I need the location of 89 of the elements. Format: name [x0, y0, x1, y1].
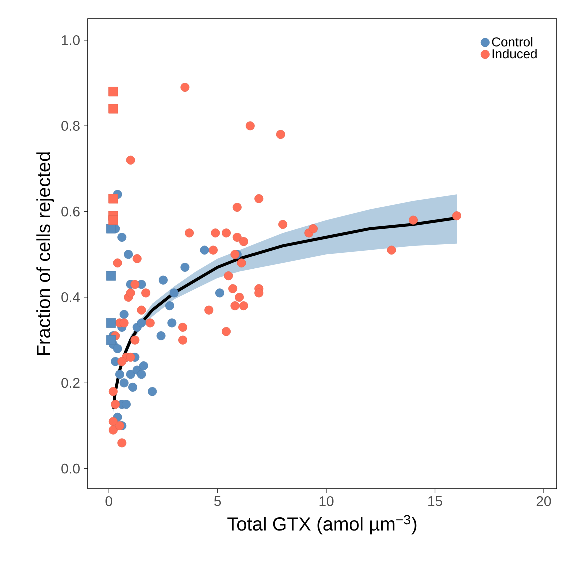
- point: [208, 246, 218, 255]
- point: [108, 387, 118, 396]
- x-tick-label: 20: [536, 496, 552, 506]
- point: [108, 104, 118, 114]
- legend-label: Control: [492, 37, 533, 47]
- point: [168, 318, 177, 328]
- point: [118, 233, 127, 242]
- point: [108, 194, 118, 204]
- y-tick-label: 0.0: [62, 464, 80, 474]
- point: [254, 288, 264, 298]
- point: [120, 378, 129, 388]
- point: [178, 336, 188, 345]
- point: [232, 203, 242, 212]
- point: [222, 327, 231, 336]
- point: [126, 156, 136, 165]
- point: [130, 280, 140, 290]
- point: [254, 194, 264, 204]
- point: [158, 276, 168, 285]
- point: [200, 246, 210, 255]
- legend-label: Induced: [492, 49, 537, 59]
- y-tick-label: 0.2: [62, 378, 80, 388]
- point: [108, 426, 118, 435]
- point: [108, 216, 118, 226]
- point: [237, 258, 246, 268]
- point: [130, 336, 140, 345]
- point: [239, 237, 248, 246]
- point: [118, 438, 127, 448]
- y-tick-label: 0.4: [62, 292, 80, 302]
- point: [126, 288, 136, 298]
- point: [106, 224, 116, 234]
- point: [132, 254, 142, 264]
- x-axis-title: Total GTX (amol µm$^{−3}$): [228, 515, 417, 535]
- point: [142, 288, 151, 298]
- point: [126, 352, 136, 362]
- point: [409, 216, 418, 225]
- point: [309, 224, 318, 234]
- point: [146, 318, 155, 328]
- point: [278, 220, 288, 230]
- point: [113, 344, 122, 354]
- point: [148, 387, 158, 396]
- point: [224, 272, 234, 281]
- point: [180, 263, 190, 272]
- point: [239, 302, 248, 311]
- point: [122, 400, 131, 410]
- y-tick-label: 1.0: [62, 35, 80, 46]
- point: [108, 417, 118, 426]
- point: [115, 370, 124, 380]
- x-tick-label: 0: [106, 496, 112, 506]
- point: [106, 318, 116, 328]
- point: [230, 302, 240, 311]
- point: [139, 362, 148, 371]
- y-axis-title: Fraction of cells rejected: [36, 152, 54, 356]
- x-tick-label: 15: [428, 496, 442, 506]
- point: [120, 318, 129, 328]
- point: [232, 233, 242, 242]
- point: [185, 228, 194, 238]
- point: [124, 250, 134, 260]
- point: [108, 87, 118, 97]
- x-tick-label: 5: [214, 496, 222, 506]
- point: [113, 258, 122, 268]
- point: [452, 212, 462, 221]
- point: [216, 288, 224, 298]
- point: [115, 422, 124, 430]
- point: [165, 302, 174, 311]
- point: [178, 322, 188, 332]
- point: [170, 288, 179, 298]
- y-tick-label: 0.8: [62, 121, 80, 132]
- point: [118, 357, 127, 366]
- x-tick-label: 10: [320, 496, 334, 506]
- point: [137, 318, 146, 328]
- point: [246, 122, 255, 131]
- point: [276, 130, 286, 140]
- point: [156, 332, 166, 341]
- y-tick-label: 0.6: [62, 206, 80, 217]
- point: [211, 228, 220, 238]
- point: [180, 83, 190, 92]
- point: [204, 306, 214, 315]
- point: [111, 400, 120, 410]
- point: [126, 370, 136, 380]
- point: [120, 310, 129, 320]
- point: [235, 292, 244, 302]
- point: [137, 306, 146, 315]
- point: [222, 228, 231, 238]
- point: [106, 271, 116, 281]
- point: [387, 246, 396, 255]
- point: [137, 370, 146, 380]
- point: [106, 336, 116, 346]
- point: [128, 382, 138, 392]
- point: [228, 284, 238, 294]
